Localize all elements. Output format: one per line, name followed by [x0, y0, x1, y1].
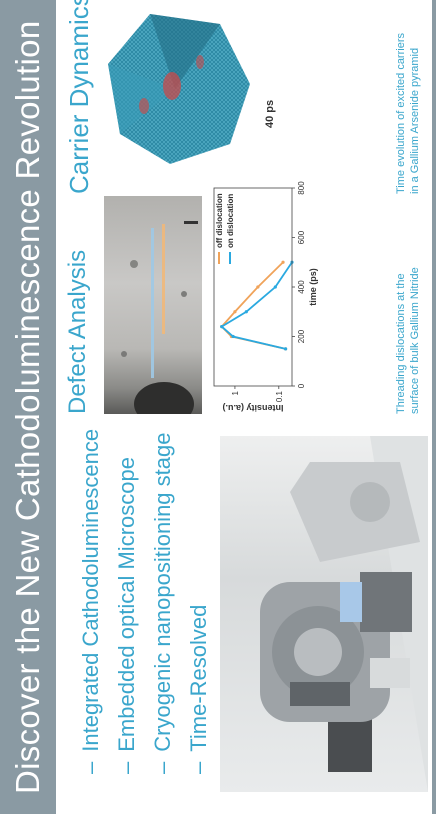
carrier-caption-line-2: in a Gallium Arsenide pyramid [409, 47, 421, 194]
bottom-rule [432, 0, 436, 814]
y-tick-label: 0.1 [275, 390, 284, 402]
data-point [231, 334, 235, 339]
intensity-chart: 0 200 400 600 800 0.1 1 time (ps) Intensity (a.u… [213, 181, 318, 413]
x-tick-label: 800 [297, 181, 306, 195]
dash: – [114, 761, 139, 774]
carrier-dynamics-title: Carrier Dynamics [64, 0, 94, 194]
feature-label: Cryogenic nanopositioning stage [150, 432, 175, 752]
defect-micrograph-image [104, 196, 202, 414]
y-axis-label: Intensity (a.u.) [222, 403, 283, 413]
data-point [244, 310, 248, 314]
dash: – [150, 761, 175, 774]
dash: – [186, 761, 211, 774]
x-tick-label: 0 [297, 383, 306, 388]
page-title: Discover the New Cathodoluminescence Rev… [0, 0, 56, 814]
data-point [281, 260, 285, 264]
feature-item: – Time-Resolved [182, 434, 216, 774]
defect-caption-line-1: Threading dislocations at the [395, 273, 407, 414]
x-tick-label: 200 [297, 329, 306, 343]
y-tick-label: 1 [231, 390, 240, 395]
feature-label: Time-Resolved [186, 604, 211, 752]
data-point [256, 285, 260, 289]
defect-analysis-title: Defect Analysis [64, 249, 91, 414]
feature-item: – Embedded optical Microscope [110, 434, 144, 774]
carrier-caption-line-1: Time evolution of excited carriers [395, 33, 407, 194]
feature-item: – Cryogenic nanopositioning stage [146, 432, 180, 774]
feature-label: Embedded optical Microscope [114, 457, 139, 752]
legend-label: on dislocation [226, 194, 235, 248]
dash: – [78, 761, 103, 774]
data-point [283, 347, 288, 351]
legend-label: off dislocation [215, 193, 224, 248]
feature-label: Integrated Cathodoluminescence [78, 428, 103, 752]
gaas-pyramid-image [108, 14, 250, 164]
data-point [233, 310, 237, 314]
microscope-device-image [220, 436, 428, 792]
feature-item: – Integrated Cathodoluminescence [74, 429, 108, 774]
time-stamp-label: 40 ps [264, 99, 276, 128]
x-axis-label: time (ps) [308, 268, 318, 306]
data-point [220, 324, 224, 329]
data-point [273, 285, 277, 289]
x-tick-label: 600 [297, 230, 306, 244]
defect-caption-line-2: surface of bulk Gallium Nitride [409, 267, 421, 414]
x-tick-label: 400 [297, 280, 306, 294]
series-line-on-dislocation [220, 261, 293, 350]
